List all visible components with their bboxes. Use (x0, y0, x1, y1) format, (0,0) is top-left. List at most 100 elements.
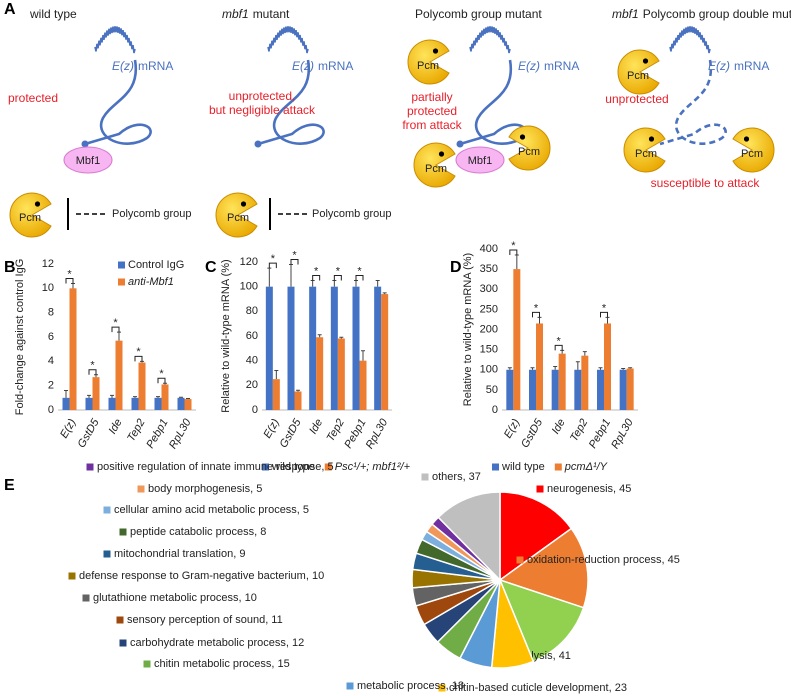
error-bar (537, 316, 542, 324)
significance-bracket (600, 311, 608, 318)
pcm-label: Pcm (741, 148, 763, 160)
title-gene: mbf1 (222, 7, 249, 21)
significance-star: * (113, 317, 118, 329)
legend-swatch (554, 463, 562, 471)
y-tick-label: 300 (480, 283, 498, 295)
pcm-shape (508, 125, 551, 171)
pcm-label: Pcm (518, 146, 540, 158)
legend-label: wild type (271, 461, 315, 473)
mrna-label: E(z) mRNA (708, 59, 769, 73)
mrna-body (257, 59, 325, 146)
bar (272, 379, 280, 410)
x-tick-label: RpL30 (167, 416, 194, 451)
y-tick-label: 40 (246, 355, 258, 367)
legend-swatch (86, 463, 94, 471)
mrna-tail (669, 26, 711, 54)
significance-star: * (292, 249, 297, 261)
slice-label: cellular amino acid metabolic process, 5 (114, 504, 309, 516)
y-tick-label: 2 (48, 380, 54, 392)
error-bar (553, 366, 558, 370)
significance-bracket (88, 369, 97, 375)
pcm-eye (34, 201, 41, 207)
legend-swatch (346, 682, 354, 690)
mrna-tail (94, 26, 136, 54)
significance-bracket (312, 275, 321, 281)
mrna-cap (456, 140, 464, 148)
error-bar (110, 394, 114, 398)
slice-label: peptide catabolic process, 8 (130, 526, 266, 538)
y-tick-label: 8 (48, 307, 54, 319)
slice-label: mitochondrial translation, 9 (114, 548, 245, 560)
legend-label: wild type (501, 461, 545, 473)
bar (330, 286, 338, 410)
legend-swatch (137, 485, 145, 493)
mrna: mRNA (544, 59, 579, 73)
bar (62, 397, 70, 410)
legend-swatch (438, 684, 446, 692)
pcm-eye (648, 136, 655, 142)
x-tick-label: Tep2 (125, 417, 147, 444)
legend-swatch (118, 261, 125, 269)
significance-bracket (333, 275, 342, 281)
significance-star: * (357, 265, 362, 277)
legend-swatch (421, 473, 429, 481)
pie-slice (437, 491, 501, 582)
x-tick-label: Tep2 (325, 417, 347, 444)
pcm-label: Pcm (425, 163, 447, 175)
x-tick-label: E(z) (261, 417, 282, 441)
bar (597, 369, 604, 410)
mrna-label: E(z) mRNA (292, 59, 353, 73)
bar (316, 337, 324, 410)
legend-swatch (118, 278, 125, 286)
bar (138, 362, 146, 410)
annotation: unprotected (605, 92, 668, 106)
significance-bracket (111, 326, 120, 333)
pcm-shape (623, 127, 666, 173)
significance-star: * (314, 265, 319, 277)
y-tick-label: 4 (48, 355, 54, 367)
mrna-tail (469, 26, 511, 54)
bar (536, 323, 543, 410)
pcm-shape (9, 192, 52, 238)
annotation: partially (411, 90, 452, 104)
slice-label: chitin-based cuticle development, 23 (449, 682, 627, 694)
pcm-eye (519, 134, 526, 140)
significance-star: * (271, 253, 276, 265)
x-tick-label: GstD5 (519, 416, 545, 450)
bar (374, 286, 382, 410)
mrna: mRNA (318, 59, 353, 73)
significance-bracket (268, 262, 277, 269)
legend-swatch (119, 639, 127, 647)
y-tick-label: 0 (252, 404, 258, 416)
mrna-label: E(z) mRNA (112, 59, 173, 73)
y-tick-label: 0 (48, 404, 54, 416)
significance-star: * (602, 302, 607, 314)
significance-star: * (136, 346, 141, 358)
panel-label: B (4, 259, 16, 276)
bar (287, 286, 295, 410)
x-tick-label: RpL30 (364, 416, 391, 451)
bar (69, 288, 77, 410)
mrna-cap (254, 140, 262, 148)
y-tick-label: 6 (48, 331, 54, 343)
mrna-body (84, 59, 152, 146)
legend-swatch (492, 463, 499, 471)
legend-swatch (516, 556, 524, 564)
bar (581, 355, 589, 410)
error-bar (117, 331, 121, 341)
pcm-shape (617, 49, 660, 95)
error-bar (94, 374, 98, 378)
significance-star: * (534, 302, 539, 314)
pcm-eye (240, 201, 247, 207)
gene: E(z) (112, 59, 134, 73)
x-tick-label: Ide (550, 417, 568, 436)
bar (381, 294, 389, 410)
gene: E(z) (292, 59, 314, 73)
slice-label: body morphogenesis, 5 (148, 483, 262, 495)
significance-bracket (532, 311, 540, 318)
annotation: but negligible attack (209, 103, 316, 117)
column-title: Polycomb group mutant (415, 7, 542, 21)
error-bar (560, 349, 565, 354)
